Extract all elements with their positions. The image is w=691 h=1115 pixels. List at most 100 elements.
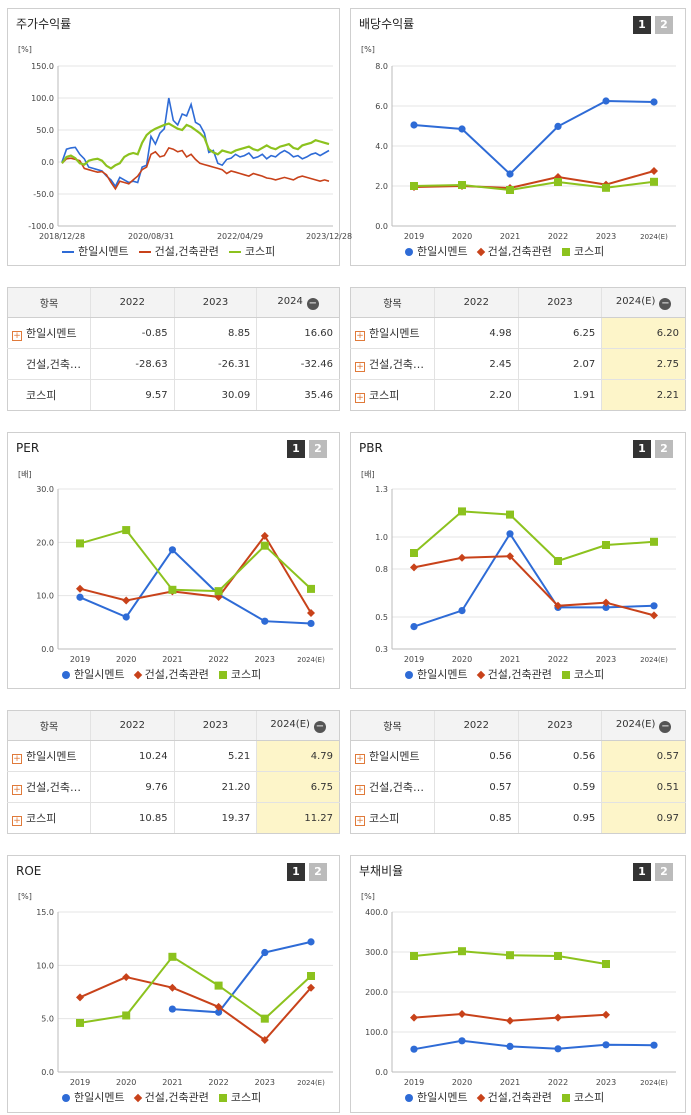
y-tick-label: 150.0 — [31, 62, 54, 71]
column-header: 2023 — [173, 710, 257, 741]
data-point — [554, 952, 562, 960]
y-tick-label: 8.0 — [375, 62, 388, 71]
data-point — [410, 121, 418, 129]
legend-label: 한일시멘트 — [74, 1091, 125, 1104]
legend-swatch — [62, 251, 74, 253]
y-tick-label: 1.3 — [375, 485, 388, 494]
data-point — [458, 947, 466, 956]
page-2-button[interactable]: 2 — [655, 440, 673, 458]
page-2-button[interactable]: 2 — [655, 863, 673, 881]
data-point — [458, 1037, 466, 1045]
legend-swatch — [62, 671, 70, 679]
data-point — [602, 1010, 610, 1019]
table-row: + 코스피 0.85 0.95 0.97 — [350, 802, 686, 834]
data-point — [554, 1045, 562, 1053]
legend-swatch — [405, 248, 413, 256]
legend-item: 건설,건축관련 — [133, 668, 209, 681]
table-cell: -28.63 — [89, 348, 175, 380]
table-cell: 10.24 — [89, 740, 175, 772]
collapse-icon[interactable]: − — [313, 720, 326, 733]
data-point — [506, 510, 514, 519]
table-row: + 한일시멘트 4.98 6.25 6.20 — [350, 317, 686, 349]
y-tick-label: 15.0 — [36, 908, 54, 917]
x-tick-label: 2020 — [452, 232, 472, 241]
legend-item: 한일시멘트 — [405, 1091, 468, 1104]
data-point — [76, 584, 84, 593]
expand-icon[interactable]: + — [12, 785, 22, 795]
page-1-button[interactable]: 1 — [633, 863, 651, 881]
x-tick-label: 2019 — [404, 1078, 424, 1087]
row-label: + 건설,건축… — [7, 771, 91, 803]
expand-icon[interactable]: + — [355, 331, 365, 341]
page-1-button[interactable]: 1 — [633, 440, 651, 458]
panel-title: PBR — [359, 441, 383, 455]
table-cell: 6.25 — [517, 317, 602, 349]
data-point — [260, 1014, 269, 1023]
expand-icon[interactable]: + — [355, 393, 365, 403]
y-tick-label: 0.0 — [375, 1068, 388, 1077]
expand-icon[interactable]: + — [12, 816, 22, 826]
series-line — [79, 976, 312, 1042]
page-1-button[interactable]: 1 — [633, 16, 651, 34]
x-tick-label: 2020 — [116, 1078, 136, 1087]
data-point — [410, 623, 418, 631]
data-point — [602, 541, 610, 549]
x-tick-label: 2019 — [404, 232, 424, 241]
expand-icon[interactable]: + — [12, 754, 22, 764]
legend-item: 건설,건축관련 — [133, 1091, 209, 1104]
x-tick-label: 2021 — [500, 1078, 520, 1087]
x-tick-label: 2024(E) — [640, 656, 668, 664]
data-point — [458, 607, 466, 615]
row-label: 코스피 — [7, 379, 91, 411]
y-tick-label: 0.0 — [41, 158, 54, 167]
expand-icon[interactable]: + — [355, 816, 365, 826]
x-tick-label: 2023/12/28 — [306, 232, 352, 241]
expand-icon[interactable]: + — [12, 331, 22, 341]
legend-swatch — [476, 247, 485, 257]
table-cell: 8.85 — [173, 317, 257, 349]
legend-swatch — [405, 1094, 413, 1102]
data-point — [260, 1036, 269, 1044]
table-cell: 1.91 — [517, 379, 602, 411]
table-cell: 10.85 — [89, 802, 175, 834]
collapse-icon[interactable]: − — [659, 720, 672, 733]
legend-item: 코스피 — [228, 245, 275, 258]
table-cell: 6.75 — [256, 771, 340, 803]
table-row: 코스피 9.57 30.09 35.46 — [7, 379, 340, 411]
expand-icon[interactable]: + — [355, 362, 365, 372]
data-point — [650, 537, 658, 546]
expand-icon[interactable]: + — [355, 754, 365, 764]
x-tick-label: 2021 — [500, 655, 520, 664]
column-header: 2022 — [89, 710, 175, 741]
data-point — [410, 1013, 418, 1022]
row-label: + 코스피 — [350, 802, 435, 834]
x-tick-label: 2018/12/28 — [39, 232, 85, 241]
collapse-icon[interactable]: − — [306, 297, 319, 310]
y-tick-label: 300.0 — [365, 948, 388, 957]
collapse-icon[interactable]: − — [659, 297, 672, 310]
legend-swatch — [561, 248, 570, 256]
series-line — [79, 548, 312, 625]
legend-label: 건설,건축관련 — [144, 668, 209, 681]
data-point — [261, 948, 269, 957]
data-point — [410, 952, 418, 960]
page-2-button[interactable]: 2 — [309, 863, 327, 881]
page-1-button[interactable]: 1 — [287, 863, 305, 881]
table-cell: 2.07 — [517, 348, 602, 380]
page-2-button[interactable]: 2 — [655, 16, 673, 34]
data-point — [458, 1010, 466, 1018]
page-2-button[interactable]: 2 — [309, 440, 327, 458]
data-point — [554, 557, 562, 565]
table-header-row: 항목 2022 2023 2024− — [7, 287, 340, 318]
expand-icon[interactable]: + — [355, 785, 365, 795]
legend-label: 코스피 — [230, 668, 262, 681]
x-tick-label: 2019 — [404, 655, 424, 664]
legend-swatch — [561, 671, 570, 679]
series-line — [413, 531, 655, 628]
x-tick-label: 2021 — [162, 1078, 182, 1087]
row-label: + 한일시멘트 — [7, 317, 91, 349]
table-cell: 0.56 — [517, 740, 602, 772]
data-point — [554, 601, 562, 610]
x-tick-label: 2020/08/31 — [128, 232, 174, 241]
page-1-button[interactable]: 1 — [287, 440, 305, 458]
